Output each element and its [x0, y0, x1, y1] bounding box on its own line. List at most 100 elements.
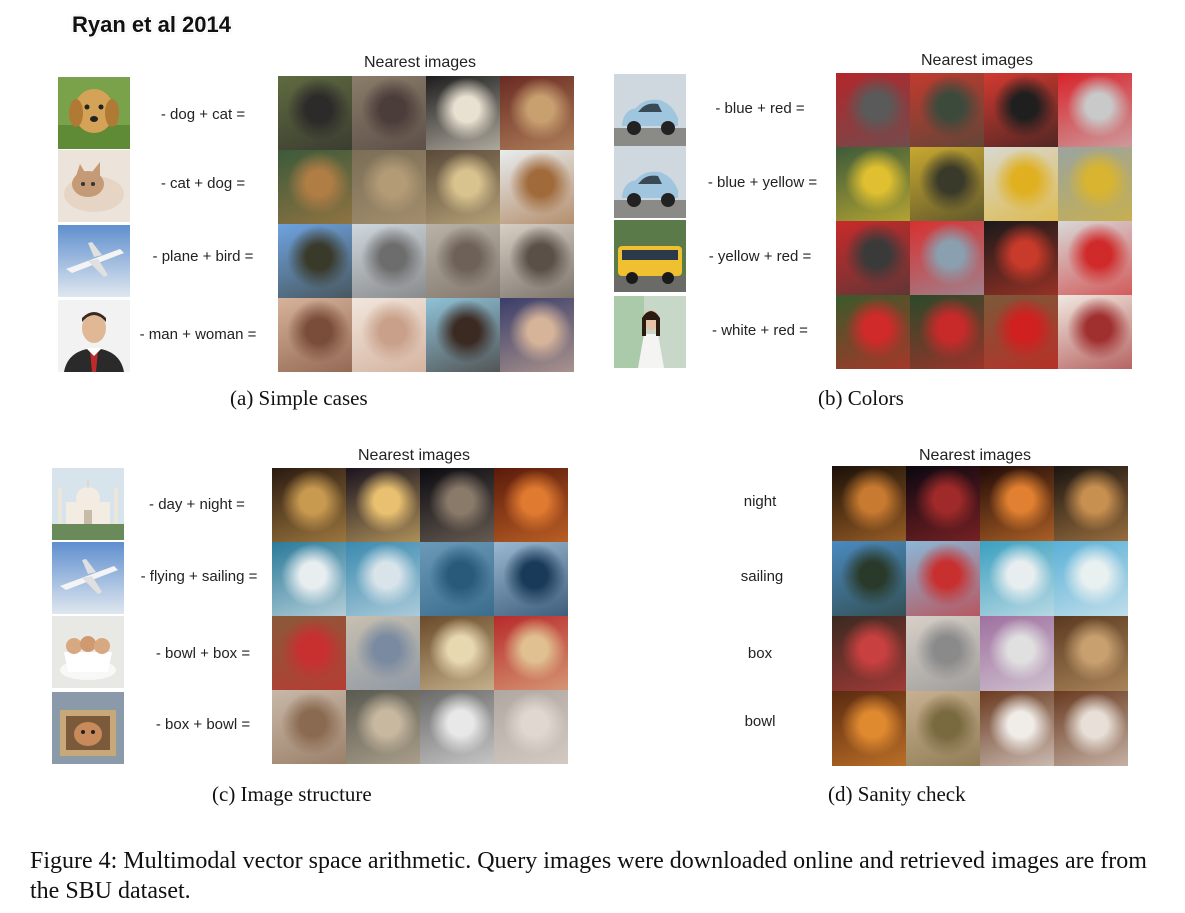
result-thumbnail	[272, 690, 346, 764]
result-thumbnail	[910, 147, 984, 221]
query-word-night: night	[743, 493, 777, 510]
nearest-images-label: Nearest images	[364, 54, 477, 71]
result-thumbnail	[1058, 73, 1132, 147]
result-thumbnail	[272, 616, 346, 690]
result-thumbnail	[910, 221, 984, 295]
result-thumbnail	[984, 221, 1058, 295]
result-thumbnail	[980, 466, 1054, 541]
result-thumbnail	[910, 73, 984, 147]
result-thumbnail	[1054, 616, 1128, 691]
result-thumbnail	[494, 616, 568, 690]
result-thumbnail	[352, 298, 426, 372]
query-word-bowl: bowl	[744, 713, 776, 730]
figure-caption: Figure 4: Multimodal vector space arithm…	[30, 848, 1147, 904]
result-thumbnail	[984, 295, 1058, 369]
nearest-images-label: Nearest images	[358, 447, 471, 464]
result-thumbnail	[346, 542, 420, 616]
panel-caption-a: (a) Simple cases	[230, 386, 368, 410]
result-thumbnail	[906, 616, 980, 691]
nearest-images-label: Nearest images	[921, 52, 1034, 69]
result-thumbnail	[346, 468, 420, 542]
result-thumbnail	[980, 616, 1054, 691]
businessman-photo-icon	[58, 300, 130, 372]
result-thumbnail	[836, 295, 910, 369]
panel-caption-c: (c) Image structure	[212, 782, 372, 806]
equation-plane-bird: - plane + bird =	[152, 248, 254, 265]
equation-cat-dog: - cat + dog =	[160, 175, 246, 192]
result-thumbnail	[420, 468, 494, 542]
kittens-in-cups-photo-icon	[52, 616, 124, 688]
equation-yellow-red: - yellow + red =	[708, 248, 812, 265]
result-thumbnail	[832, 466, 906, 541]
query-word-sailing: sailing	[740, 568, 784, 585]
result-thumbnail	[352, 224, 426, 298]
panel-caption-b: (b) Colors	[818, 386, 904, 410]
result-thumbnail	[836, 221, 910, 295]
equation-bowl-box: - bowl + box =	[155, 645, 251, 662]
result-thumbnail	[1054, 541, 1128, 616]
result-thumbnail	[980, 541, 1054, 616]
equation-white-red: - white + red =	[712, 322, 808, 339]
result-thumbnail	[1058, 221, 1132, 295]
panel-caption-d: (d) Sanity check	[828, 782, 966, 806]
result-thumbnail	[906, 691, 980, 766]
nearest-images-label: Nearest images	[919, 447, 1032, 464]
equation-flying-sailing: - flying + sailing =	[140, 568, 258, 585]
result-thumbnail	[906, 541, 980, 616]
result-thumbnail	[500, 298, 574, 372]
result-thumbnail	[278, 150, 352, 224]
golden-retriever-photo-icon	[58, 77, 130, 149]
result-thumbnail	[494, 690, 568, 764]
result-thumbnail	[984, 147, 1058, 221]
result-thumbnail	[278, 224, 352, 298]
result-thumbnail	[984, 73, 1058, 147]
result-thumbnail	[1058, 147, 1132, 221]
result-thumbnail	[500, 224, 574, 298]
result-thumbnail	[352, 150, 426, 224]
result-thumbnail	[1054, 691, 1128, 766]
taj-mahal-photo-icon	[52, 468, 124, 540]
result-thumbnail	[352, 76, 426, 150]
result-thumbnail	[836, 147, 910, 221]
result-thumbnail	[1058, 295, 1132, 369]
result-thumbnail	[426, 298, 500, 372]
airplane-photo-icon	[52, 542, 124, 614]
result-thumbnail	[420, 616, 494, 690]
result-thumbnail	[426, 150, 500, 224]
equation-blue-yellow: - blue + yellow =	[707, 174, 818, 191]
result-thumbnail	[1054, 466, 1128, 541]
result-thumbnail	[836, 73, 910, 147]
result-thumbnail	[426, 224, 500, 298]
equation-dog-cat: - dog + cat =	[160, 106, 246, 123]
result-thumbnail	[832, 616, 906, 691]
equation-blue-red: - blue + red =	[715, 100, 805, 117]
result-thumbnail	[420, 690, 494, 764]
kitten-in-box-photo-icon	[52, 692, 124, 764]
blue-car-photo-icon	[614, 74, 686, 146]
woman-white-dress-photo-icon	[614, 296, 686, 368]
equation-day-night: - day + night =	[149, 496, 245, 513]
result-thumbnail	[346, 616, 420, 690]
result-thumbnail	[500, 150, 574, 224]
result-thumbnail	[500, 76, 574, 150]
equation-man-woman: - man + woman =	[139, 326, 257, 343]
result-thumbnail	[272, 468, 346, 542]
kitten-photo-icon	[58, 150, 130, 222]
result-thumbnail	[832, 541, 906, 616]
result-thumbnail	[832, 691, 906, 766]
result-thumbnail	[494, 542, 568, 616]
page-heading: Ryan et al 2014	[72, 12, 231, 37]
result-thumbnail	[426, 76, 500, 150]
result-thumbnail	[420, 542, 494, 616]
result-thumbnail	[980, 691, 1054, 766]
result-thumbnail	[272, 542, 346, 616]
equation-box-bowl: - box + bowl =	[155, 716, 251, 733]
result-thumbnail	[910, 295, 984, 369]
result-thumbnail	[494, 468, 568, 542]
result-thumbnail	[346, 690, 420, 764]
result-thumbnail	[906, 466, 980, 541]
query-word-box: box	[747, 645, 773, 662]
result-thumbnail	[278, 298, 352, 372]
blue-car-photo-icon	[614, 146, 686, 218]
school-bus-photo-icon	[614, 220, 686, 292]
